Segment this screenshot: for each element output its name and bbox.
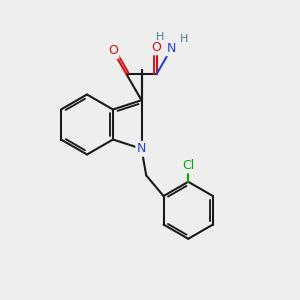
Text: N: N: [167, 42, 176, 55]
Text: O: O: [152, 41, 161, 54]
Text: Cl: Cl: [182, 159, 194, 172]
Text: H: H: [180, 34, 188, 44]
Text: O: O: [108, 44, 118, 57]
Text: N: N: [137, 142, 146, 155]
Text: H: H: [156, 32, 164, 42]
